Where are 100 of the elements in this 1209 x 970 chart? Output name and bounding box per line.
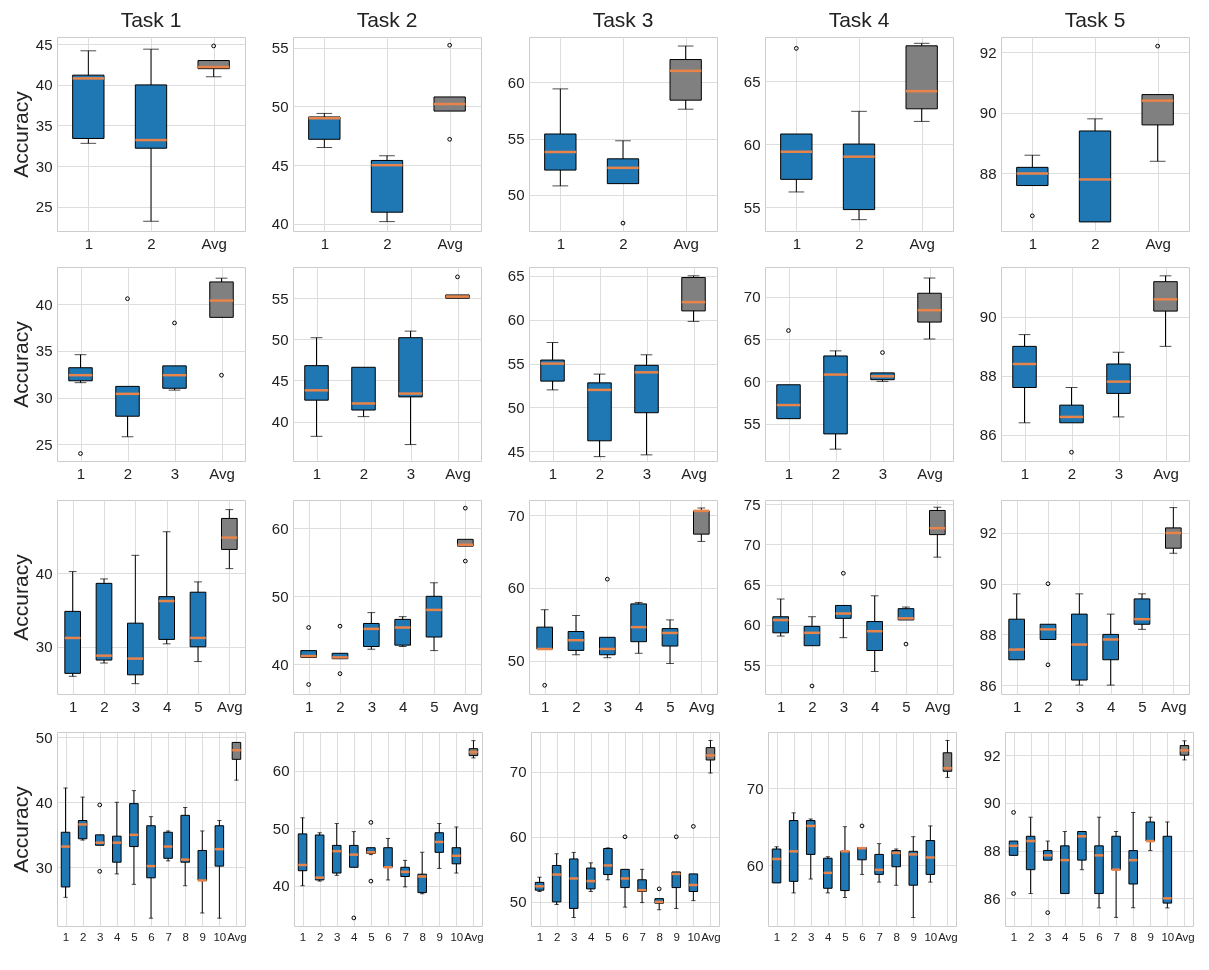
y-tick-label: 50 [507,398,525,416]
y-tick-label: 25 [35,198,53,216]
y-tick-label: 45 [271,156,289,174]
x-tick-label: 4 [162,697,172,715]
x-tick-label: 5 [666,697,675,715]
x-tick-label: 2 [147,234,156,252]
x-tick-label: 5 [1138,697,1147,715]
x-tick-label: 2 [572,697,581,715]
x-tick-label: 5 [842,930,849,943]
y-tick-label: 90 [979,308,997,326]
x-tick-label: 7 [1113,930,1120,943]
x-tick-label: 8 [893,930,900,943]
x-tick-label: 1 [62,930,70,943]
x-tick-label: 3 [642,464,652,482]
x-tick-label: 1 [320,234,330,252]
y-tick-label: 65 [743,330,761,348]
y-tick-label: 45 [271,371,289,389]
y-tick-label: 60 [743,616,761,634]
y-tick-label: 92 [979,524,997,542]
x-tick-label: Avg [209,464,235,482]
x-tick-label: 9 [1147,930,1154,943]
x-tick-label: Avg [1175,930,1195,943]
x-tick-label: 3 [1075,697,1085,715]
chart-title: Task 1 [120,8,182,31]
chart-title: Task 2 [356,8,418,31]
y-axis-title: Accuracy [8,320,32,408]
y-tick-label: 40 [271,413,289,431]
y-tick-label: 40 [35,793,53,811]
y-tick-label: 50 [271,97,289,115]
x-tick-label: Avg [938,930,958,943]
x-tick-label: 7 [402,930,409,943]
y-tick-label: 90 [983,794,1001,812]
x-tick-label: 1 [76,464,86,482]
x-tick-label: 1 [773,930,781,943]
y-tick-label: 88 [979,625,997,643]
y-tick-label: 55 [743,198,761,216]
x-tick-label: Avg [909,234,935,252]
x-tick-label: 4 [351,930,359,943]
x-tick-label: 2 [123,464,133,482]
y-tick-label: 60 [746,856,764,874]
x-tick-label: Avg [1161,697,1187,715]
x-tick-label: 3 [1045,930,1052,943]
y-tick-label: 40 [272,877,290,895]
x-tick-label: 4 [1106,697,1116,715]
chart-title: Task 3 [592,8,654,31]
x-tick-label: 8 [1130,930,1137,943]
x-tick-label: Avg [445,464,471,482]
x-tick-label: 2 [1067,464,1077,482]
y-tick-label: 88 [979,367,997,385]
x-tick-label: 5 [1079,930,1086,943]
x-tick-label: 1 [536,930,544,943]
x-tick-label: 3 [1114,464,1124,482]
x-tick-label: 9 [910,930,917,943]
x-tick-label: 2 [831,464,841,482]
x-tick-label: 5 [430,697,439,715]
x-tick-label: 2 [790,930,798,943]
x-tick-label: 1 [84,234,94,252]
x-tick-label: Avg [673,234,699,252]
x-tick-label: Avg [437,234,463,252]
x-tick-label: Avg [701,930,721,943]
x-tick-label: Avg [1153,464,1179,482]
y-tick-label: 40 [271,655,289,673]
y-tick-label: 60 [743,372,761,390]
y-tick-label: 45 [35,35,53,53]
y-tick-label: 86 [983,889,1001,907]
y-tick-label: 60 [509,828,527,846]
x-tick-label: 2 [79,930,87,943]
x-tick-label: 6 [385,930,392,943]
x-tick-label: 2 [619,234,628,252]
y-tick-label: 65 [743,72,761,90]
y-tick-label: 30 [35,858,53,876]
x-tick-label: 1 [299,930,307,943]
x-tick-label: 1 [304,697,314,715]
x-tick-label: 1 [540,697,550,715]
x-tick-label: Avg [681,464,707,482]
x-tick-label: 6 [859,930,866,943]
y-tick-label: 75 [743,495,761,513]
y-tick-label: 90 [979,104,997,122]
y-tick-label: 55 [743,656,761,674]
y-tick-label: 92 [983,746,1001,764]
x-tick-label: 5 [605,930,612,943]
x-tick-label: 1 [784,464,794,482]
y-tick-label: 55 [507,130,525,148]
x-tick-label: 4 [870,697,880,715]
y-tick-label: 70 [743,288,761,306]
y-tick-label: 55 [271,289,289,307]
x-tick-label: 9 [199,930,206,943]
x-tick-label: Avg [689,697,715,715]
x-tick-label: 2 [336,697,345,715]
y-axis-title: Accuracy [8,90,32,178]
y-tick-label: 70 [507,506,525,524]
y-tick-label: 65 [743,576,761,594]
x-tick-label: 5 [368,930,375,943]
y-tick-label: 70 [509,763,527,781]
y-tick-label: 55 [271,39,289,57]
y-tick-label: 40 [35,564,53,582]
y-tick-label: 35 [35,342,53,360]
x-tick-label: 1 [776,697,786,715]
x-tick-label: 10 [450,930,464,943]
x-tick-label: 9 [436,930,443,943]
